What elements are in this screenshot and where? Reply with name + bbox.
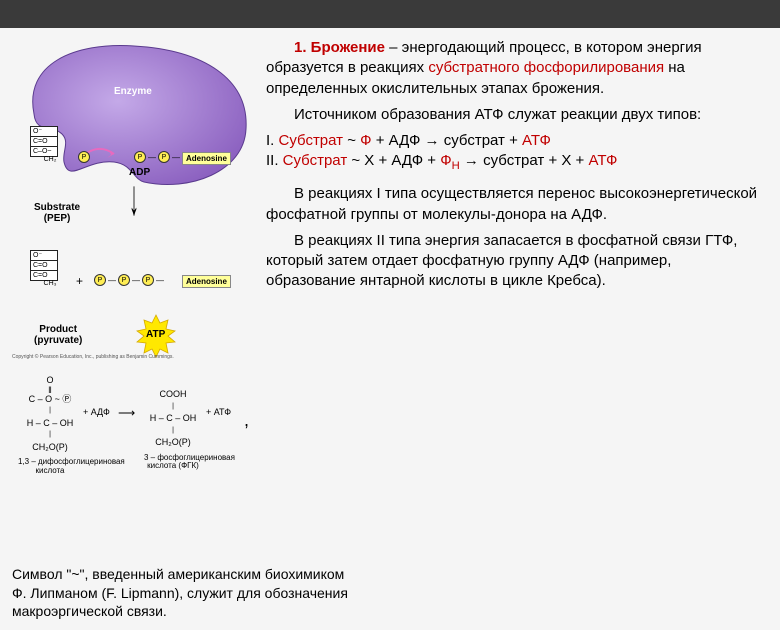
- enzyme-label: Enzyme: [114, 86, 152, 97]
- down-arrow-icon: ↓: [129, 172, 139, 230]
- text-column: 1. Брожение – энергодающий процесс, в ко…: [262, 28, 780, 481]
- pyruvate-molecule: O⁻ C=O C=O CH₃: [30, 250, 70, 287]
- copyright-text: Copyright © Pearson Education, Inc., pub…: [12, 354, 174, 360]
- phosphate-icon: P: [158, 151, 170, 163]
- compound-label: 3 – фосфоглицериновая кислота (ФГК): [144, 454, 202, 472]
- paragraph-3: В реакциях I типа осуществляется перенос…: [266, 184, 762, 225]
- footer-note: Символ "~", введенный американским биохи…: [12, 565, 362, 620]
- atp-label: ATP: [146, 329, 165, 340]
- phosphate-icon: P: [94, 274, 106, 286]
- content: Enzyme O⁻ C=O C–O~ CH₂ P P — P — Adenosi…: [0, 28, 780, 481]
- enzyme-diagram: Enzyme O⁻ C=O C–O~ CH₂ P P — P — Adenosi…: [4, 34, 260, 364]
- phosphate-icon: P: [118, 274, 130, 286]
- phosphate-icon: P: [134, 151, 146, 163]
- atp-chain: P — P — P —: [94, 274, 164, 286]
- adp-chain: P P — P —: [78, 151, 180, 163]
- paragraph-2: Источником образования АТФ служат реакци…: [266, 105, 762, 125]
- chemical-equation: O ‖ C – O ~ Ⓟ | H – C – OH | CH₂O(P) 1,3…: [18, 370, 258, 475]
- adenosine-box: Adenosine: [182, 275, 231, 288]
- plus-sign: +: [76, 274, 83, 288]
- equation-2: II. Субстрат ~ X + АДФ + ФН → субстрат +…: [266, 151, 762, 174]
- pep-molecule: O⁻ C=O C–O~ CH₂: [30, 126, 70, 163]
- phosphate-icon: P: [142, 274, 154, 286]
- product-label: Product (pyruvate): [34, 324, 82, 346]
- substrate-label: Substrate (PEP): [34, 202, 80, 224]
- paragraph-4: В реакциях II типа энергия запасается в …: [266, 231, 762, 292]
- paragraph-1: 1. Брожение – энергодающий процесс, в ко…: [266, 38, 762, 99]
- compound-label: 1,3 – дифосфоглицериновая кислота: [18, 458, 82, 476]
- adenosine-box: Adenosine: [182, 152, 231, 165]
- equation-1: I. Субстрат ~ Ф + АДФ → субстрат + АТФ: [266, 131, 762, 151]
- phosphate-icon: P: [78, 151, 90, 163]
- diagram-column: Enzyme O⁻ C=O C–O~ CH₂ P P — P — Adenosi…: [0, 28, 262, 481]
- reaction-arrow: ⟶: [118, 406, 135, 420]
- header-bar: [0, 0, 780, 28]
